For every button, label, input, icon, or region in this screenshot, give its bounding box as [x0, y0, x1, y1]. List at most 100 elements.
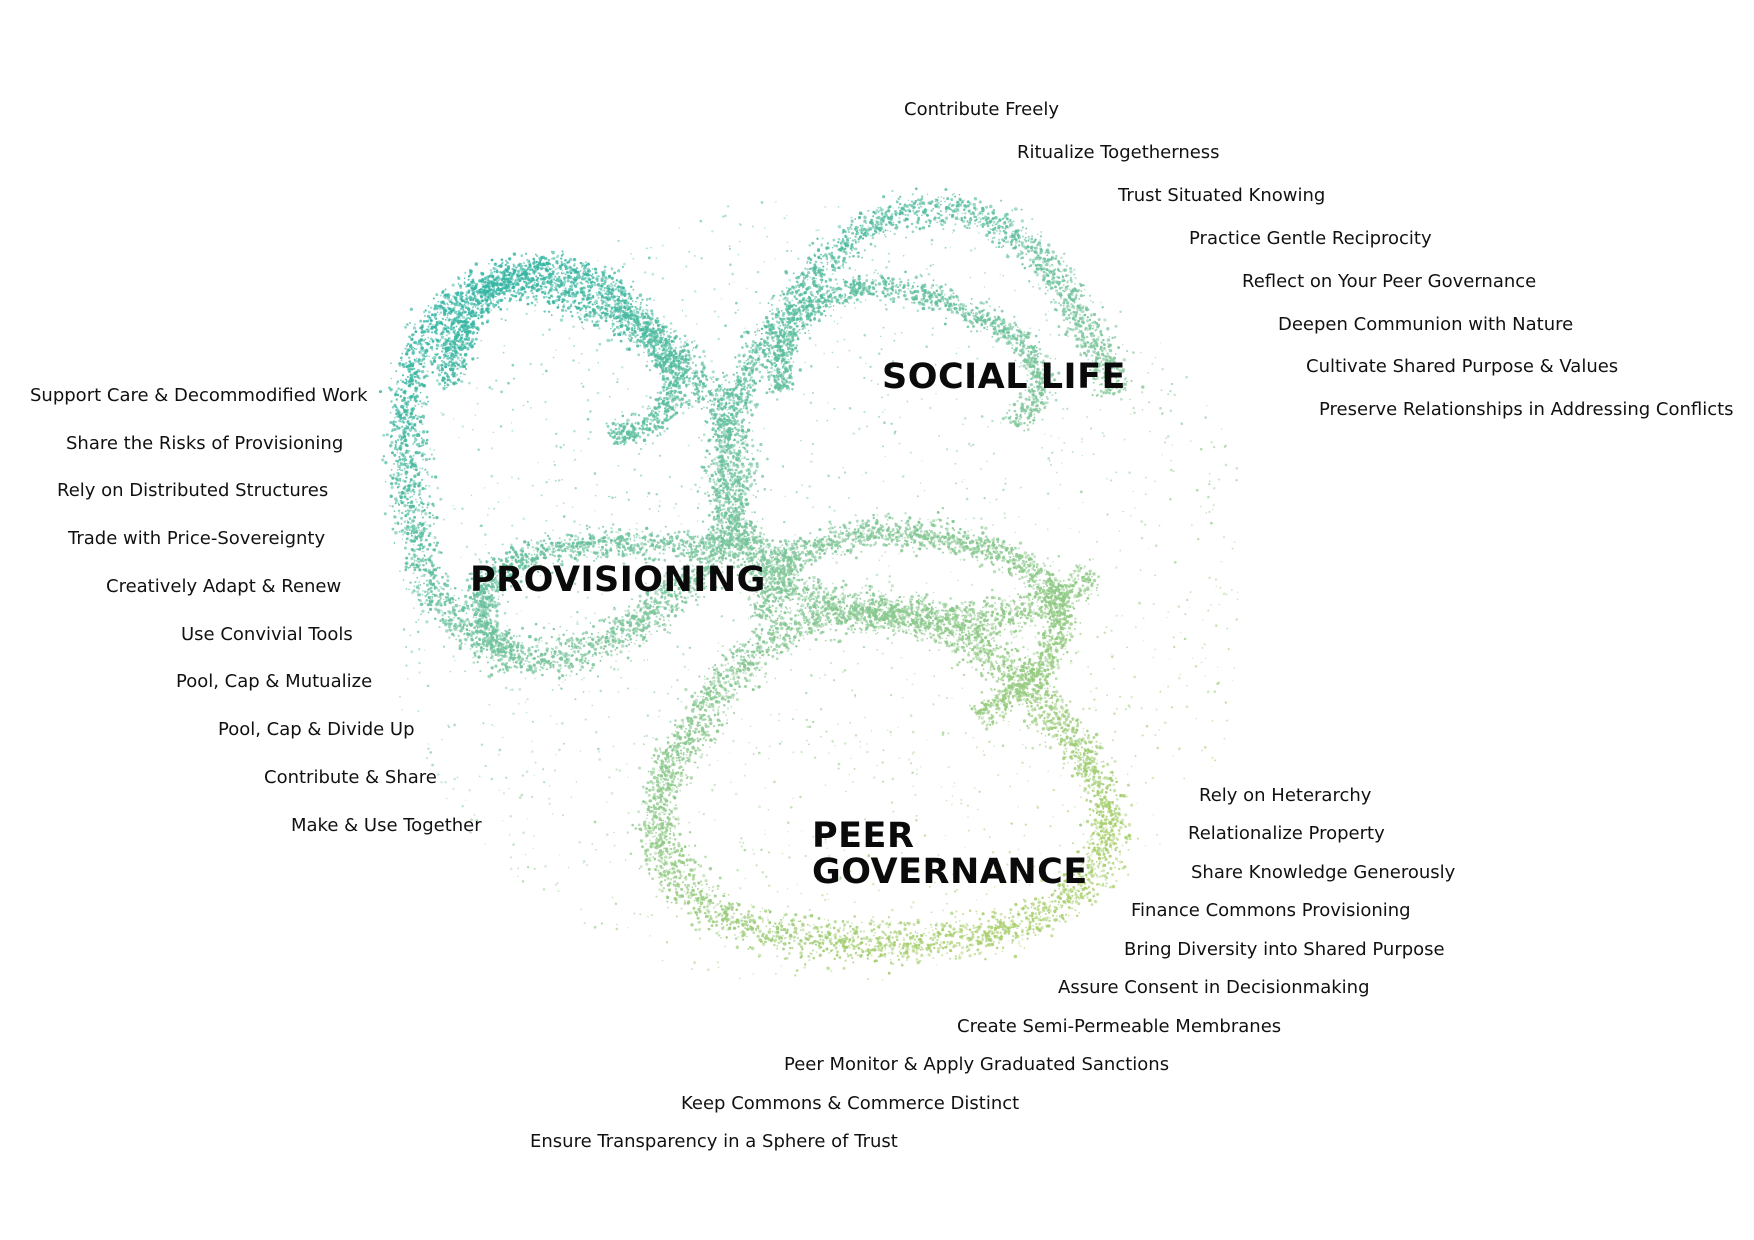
particle-dot	[566, 641, 569, 644]
particle-dot	[612, 297, 615, 301]
particle-dot	[436, 304, 440, 308]
particle-dot	[439, 304, 443, 309]
particle-dot	[578, 317, 582, 321]
particle-dot	[418, 494, 421, 497]
particle-dot	[550, 647, 553, 650]
particle-dot	[628, 347, 631, 350]
particle-dot	[598, 342, 602, 346]
particle-dot	[635, 611, 638, 614]
particle-dot	[453, 608, 456, 612]
particle-dot	[579, 287, 583, 291]
particle-dot	[576, 311, 579, 314]
particle-dot	[422, 444, 425, 447]
particle-dot	[403, 409, 408, 414]
particle-dot	[718, 398, 721, 401]
particle-dot	[441, 617, 445, 621]
particle-dot	[398, 530, 401, 533]
particle-dot	[396, 469, 399, 471]
particle-dot	[709, 399, 712, 402]
particle-dot	[510, 293, 513, 297]
particle-dot	[669, 415, 673, 419]
particle-dot	[440, 604, 443, 607]
particle-dot	[409, 307, 413, 311]
particle-dot	[417, 339, 420, 342]
particle-dot	[599, 659, 602, 662]
particle-dot	[738, 434, 740, 437]
particle-dot	[670, 408, 673, 410]
particle-dot	[535, 644, 539, 648]
particle-dot	[604, 319, 608, 323]
particle-dot	[619, 325, 623, 329]
particle-dot	[705, 386, 707, 388]
particle-dot	[506, 662, 509, 664]
particle-dot	[637, 421, 640, 424]
particle-dot	[634, 642, 636, 645]
particle-dot	[446, 306, 450, 309]
particle-dot	[403, 396, 406, 400]
particle-dot	[554, 288, 558, 291]
particle-dot	[715, 552, 719, 556]
particle-dot	[642, 642, 645, 644]
particle-dot	[512, 289, 516, 293]
particle-dot	[422, 383, 426, 388]
particle-dot	[427, 502, 431, 506]
particle-dot	[479, 646, 483, 650]
particle-dot	[505, 261, 509, 265]
particle-dot	[559, 318, 564, 322]
particle-dot	[619, 334, 622, 337]
particle-dot	[412, 326, 417, 330]
particle-dot	[399, 477, 402, 480]
particle-dot	[486, 319, 490, 323]
particle-dot	[538, 638, 541, 641]
particle-dot	[419, 584, 422, 586]
particle-dot	[411, 504, 415, 509]
particle-dot	[403, 530, 407, 535]
particle-dot	[470, 280, 473, 284]
particle-dot	[513, 268, 516, 272]
particle-dot	[577, 291, 580, 294]
particle-dot	[399, 451, 403, 456]
particle-dot	[518, 280, 521, 283]
particle-dot	[652, 605, 655, 608]
particle-dot	[619, 339, 623, 343]
particle-dot	[452, 627, 455, 630]
particle-dot	[648, 604, 651, 607]
particle-dot	[716, 399, 720, 403]
particle-dot	[637, 626, 639, 629]
particle-dot	[446, 313, 449, 315]
particle-dot	[722, 394, 726, 398]
particle-dot	[469, 634, 473, 638]
particle-dot	[571, 295, 575, 298]
particle-dot	[546, 280, 550, 284]
particle-dot	[423, 530, 426, 533]
particle-dot	[631, 435, 634, 438]
particle-dot	[621, 640, 625, 644]
particle-dot	[430, 554, 433, 557]
particle-dot	[617, 621, 619, 623]
particle-dot	[475, 645, 478, 649]
particle-dot	[473, 626, 477, 630]
particle-dot	[382, 433, 386, 437]
particle-dot	[546, 649, 549, 653]
particle-dot	[412, 393, 415, 396]
particle-dot	[723, 405, 726, 408]
particle-dot	[439, 311, 443, 314]
particle-dot	[581, 264, 584, 267]
particle-dot	[606, 630, 609, 633]
particle-dot	[622, 331, 626, 335]
particle-dot	[661, 402, 664, 404]
particle-dot	[406, 519, 409, 522]
particle-dot	[442, 620, 446, 624]
particle-dot	[572, 632, 575, 635]
particle-dot	[429, 346, 431, 349]
particle-dot	[566, 307, 570, 310]
particle-dot	[412, 468, 415, 470]
particle-dot	[447, 609, 451, 614]
particle-dot	[596, 675, 599, 678]
particle-dot	[684, 355, 687, 358]
particle-dot	[588, 306, 592, 309]
particle-dot	[415, 443, 418, 446]
particle-dot	[497, 659, 500, 662]
particle-dot	[437, 345, 440, 348]
particle-dot	[673, 614, 678, 618]
